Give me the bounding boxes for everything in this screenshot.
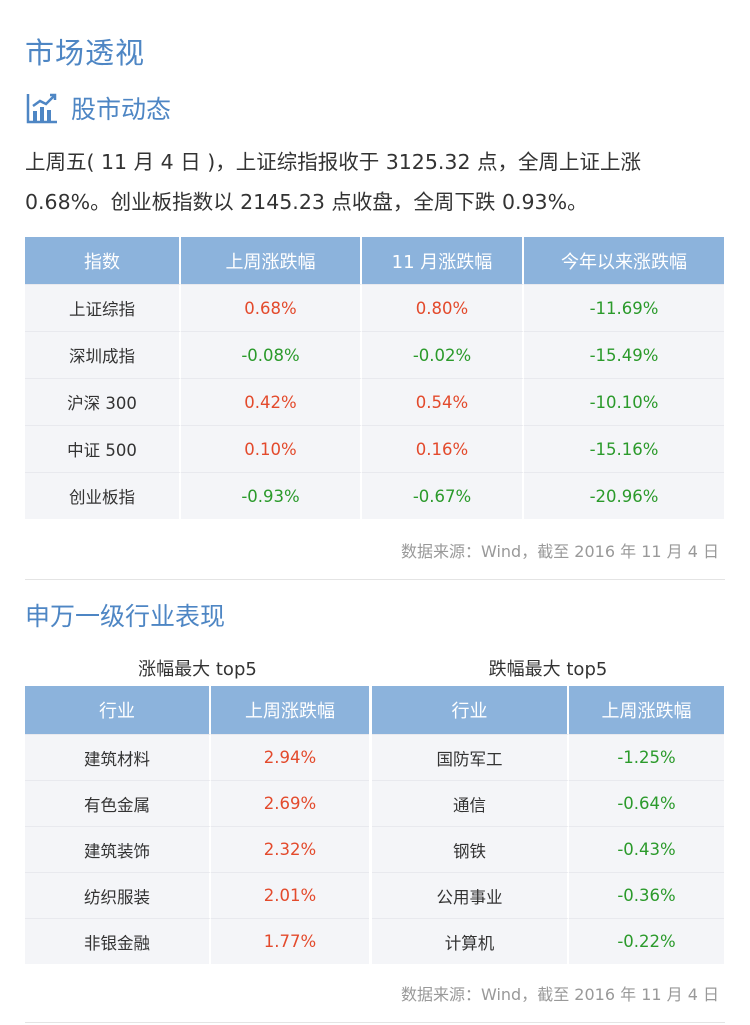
industry-name: 建筑材料 bbox=[25, 734, 211, 780]
week-change: 0.10% bbox=[181, 425, 362, 472]
column-header: 行业 bbox=[372, 686, 569, 734]
table-row: 中证 500 0.10% 0.16% -15.16% bbox=[25, 425, 724, 472]
table-row: 创业板指 -0.93% -0.67% -20.96% bbox=[25, 472, 724, 519]
week-change: 0.68% bbox=[181, 284, 362, 331]
section-heading-market: 股市动态 bbox=[25, 88, 171, 128]
industry-name: 非银金融 bbox=[25, 918, 211, 964]
ytd-change: -10.10% bbox=[524, 378, 724, 425]
ytd-change: -20.96% bbox=[524, 472, 724, 519]
industry-change: 2.94% bbox=[211, 734, 369, 780]
industry-change: -0.22% bbox=[569, 918, 724, 964]
industry-section-title: 申万一级行业表现 bbox=[25, 602, 226, 631]
week-change: -0.08% bbox=[181, 331, 362, 378]
industry-name: 国防军工 bbox=[372, 734, 569, 780]
table-row: 有色金属 2.69% bbox=[25, 780, 369, 826]
industry-change: -0.36% bbox=[569, 872, 724, 918]
table-row: 计算机 -0.22% bbox=[372, 918, 724, 964]
industry-name: 纺织服装 bbox=[25, 872, 211, 918]
table-row: 上证综指 0.68% 0.80% -11.69% bbox=[25, 284, 724, 331]
industry-change: -0.43% bbox=[569, 826, 724, 872]
column-header: 上周涨跌幅 bbox=[569, 686, 724, 734]
column-header: 行业 bbox=[25, 686, 211, 734]
index-name: 创业板指 bbox=[25, 472, 181, 519]
divider bbox=[25, 1022, 725, 1023]
table-row: 国防军工 -1.25% bbox=[372, 734, 724, 780]
industry-name: 通信 bbox=[372, 780, 569, 826]
table-row: 钢铁 -0.43% bbox=[372, 826, 724, 872]
table-row: 沪深 300 0.42% 0.54% -10.10% bbox=[25, 378, 724, 425]
table-row: 建筑装饰 2.32% bbox=[25, 826, 369, 872]
top-gainers-table: 行业 上周涨跌幅 建筑材料 2.94% 有色金属 2.69% 建筑装饰 2.32… bbox=[25, 686, 369, 964]
table-header-row: 指数 上周涨跌幅 11 月涨跌幅 今年以来涨跌幅 bbox=[25, 237, 724, 284]
month-change: -0.02% bbox=[362, 331, 524, 378]
page-title: 市场透视 bbox=[25, 36, 146, 70]
index-name: 上证综指 bbox=[25, 284, 181, 331]
table-row: 通信 -0.64% bbox=[372, 780, 724, 826]
market-summary: 上周五( 11 月 4 日 )，上证综指报收于 3125.32 点，全周上证上涨… bbox=[25, 150, 642, 214]
industry-change: 2.32% bbox=[211, 826, 369, 872]
month-change: -0.67% bbox=[362, 472, 524, 519]
column-header: 上周涨跌幅 bbox=[181, 237, 362, 284]
ytd-change: -11.69% bbox=[524, 284, 724, 331]
industry-change: 2.01% bbox=[211, 872, 369, 918]
bar-chart-trend-icon bbox=[26, 93, 57, 124]
table-row: 非银金融 1.77% bbox=[25, 918, 369, 964]
industry-name: 公用事业 bbox=[372, 872, 569, 918]
table-row: 纺织服装 2.01% bbox=[25, 872, 369, 918]
column-header: 今年以来涨跌幅 bbox=[524, 237, 724, 284]
index-table: 指数 上周涨跌幅 11 月涨跌幅 今年以来涨跌幅 上证综指 0.68% 0.80… bbox=[25, 237, 724, 519]
column-header: 上周涨跌幅 bbox=[211, 686, 369, 734]
data-source-note: 数据来源：Wind，截至 2016 年 11 月 4 日 bbox=[401, 985, 719, 1004]
industry-change: 2.69% bbox=[211, 780, 369, 826]
month-change: 0.80% bbox=[362, 284, 524, 331]
industry-change: 1.77% bbox=[211, 918, 369, 964]
week-change: -0.93% bbox=[181, 472, 362, 519]
column-header: 指数 bbox=[25, 237, 181, 284]
industry-name: 计算机 bbox=[372, 918, 569, 964]
table-header-row: 行业 上周涨跌幅 bbox=[372, 686, 724, 734]
week-change: 0.42% bbox=[181, 378, 362, 425]
index-name: 深圳成指 bbox=[25, 331, 181, 378]
top-losers-table: 行业 上周涨跌幅 国防军工 -1.25% 通信 -0.64% 钢铁 -0.43%… bbox=[372, 686, 724, 964]
industry-name: 建筑装饰 bbox=[25, 826, 211, 872]
top-losers-caption: 跌幅最大 top5 bbox=[488, 659, 608, 680]
table-row: 建筑材料 2.94% bbox=[25, 734, 369, 780]
section-heading-label: 股市动态 bbox=[71, 95, 172, 124]
table-row: 深圳成指 -0.08% -0.02% -15.49% bbox=[25, 331, 724, 378]
top-gainers-caption: 涨幅最大 top5 bbox=[138, 659, 257, 680]
index-name: 中证 500 bbox=[25, 425, 181, 472]
industry-change: -1.25% bbox=[569, 734, 724, 780]
data-source-note: 数据来源：Wind，截至 2016 年 11 月 4 日 bbox=[401, 542, 719, 561]
industry-name: 有色金属 bbox=[25, 780, 211, 826]
ytd-change: -15.49% bbox=[524, 331, 724, 378]
industry-change: -0.64% bbox=[569, 780, 724, 826]
divider bbox=[25, 579, 725, 580]
index-name: 沪深 300 bbox=[25, 378, 181, 425]
industry-name: 钢铁 bbox=[372, 826, 569, 872]
column-header: 11 月涨跌幅 bbox=[362, 237, 524, 284]
table-row: 公用事业 -0.36% bbox=[372, 872, 724, 918]
table-header-row: 行业 上周涨跌幅 bbox=[25, 686, 369, 734]
month-change: 0.54% bbox=[362, 378, 524, 425]
ytd-change: -15.16% bbox=[524, 425, 724, 472]
month-change: 0.16% bbox=[362, 425, 524, 472]
